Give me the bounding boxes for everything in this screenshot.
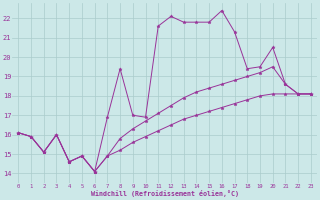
- X-axis label: Windchill (Refroidissement éolien,°C): Windchill (Refroidissement éolien,°C): [91, 190, 239, 197]
